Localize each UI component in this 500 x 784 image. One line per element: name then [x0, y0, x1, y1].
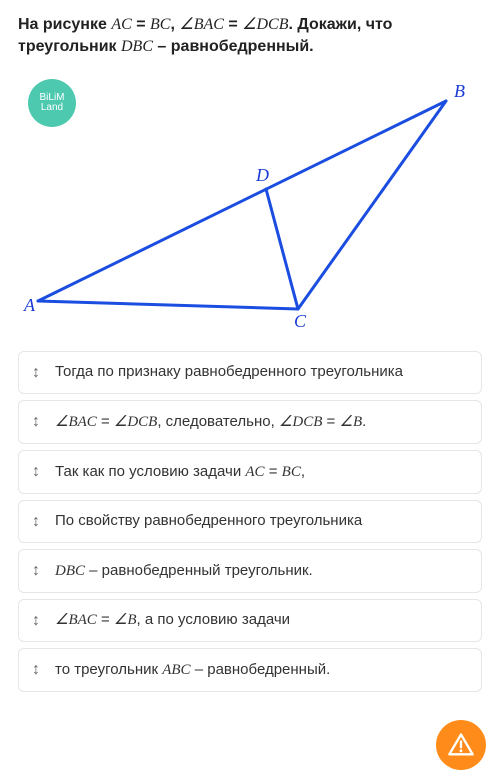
drag-handle-icon[interactable]: ↕ [29, 610, 43, 632]
drag-handle-icon[interactable]: ↕ [29, 511, 43, 533]
proof-step-text: ∠BAC = ∠B, а по условию задачи [55, 610, 469, 630]
proof-step[interactable]: ↕ ∠BAC = ∠DCB, следовательно, ∠DCB = ∠B. [18, 400, 482, 444]
proof-step-text: Тогда по признаку равнобедренного треуго… [55, 362, 469, 382]
svg-text:A: A [23, 295, 36, 315]
triangle-diagram: A B C D [18, 71, 482, 331]
proof-step-text: По свойству равнобедренного треугольника [55, 511, 469, 531]
drag-handle-icon[interactable]: ↕ [29, 560, 43, 582]
drag-handle-icon[interactable]: ↕ [29, 659, 43, 681]
proof-step[interactable]: ↕ ∠BAC = ∠B, а по условию задачи [18, 599, 482, 643]
problem-statement: На рисунке AC = BC, ∠BAC = ∠DCB. Докажи,… [18, 14, 482, 59]
proof-step-text: то треугольник ABC – равнобедренный. [55, 660, 469, 680]
proof-step[interactable]: ↕ то треугольник ABC – равнобедренный. [18, 648, 482, 692]
drag-handle-icon[interactable]: ↕ [29, 411, 43, 433]
proof-step[interactable]: ↕ Так как по условию задачи AC = BC, [18, 450, 482, 494]
proof-steps-list: ↕ Тогда по признаку равнобедренного треуг… [18, 351, 482, 692]
svg-text:B: B [454, 81, 465, 101]
proof-step-text: DBC – равнобедренный треугольник. [55, 561, 469, 581]
drag-handle-icon[interactable]: ↕ [29, 461, 43, 483]
svg-text:D: D [255, 165, 269, 185]
proof-step[interactable]: ↕ Тогда по признаку равнобедренного треуг… [18, 351, 482, 395]
diagram-area: BiLiM Land ABCD [18, 71, 482, 331]
proof-step-text: ∠BAC = ∠DCB, следовательно, ∠DCB = ∠B. [55, 412, 469, 432]
drag-handle-icon[interactable]: ↕ [29, 362, 43, 384]
warning-icon [447, 731, 475, 759]
warning-button[interactable] [436, 720, 486, 770]
proof-step[interactable]: ↕ По свойству равнобедренного треугольник… [18, 500, 482, 544]
proof-step[interactable]: ↕ DBC – равнобедренный треугольник. [18, 549, 482, 593]
svg-text:C: C [294, 311, 307, 331]
proof-step-text: Так как по условию задачи AC = BC, [55, 462, 469, 482]
